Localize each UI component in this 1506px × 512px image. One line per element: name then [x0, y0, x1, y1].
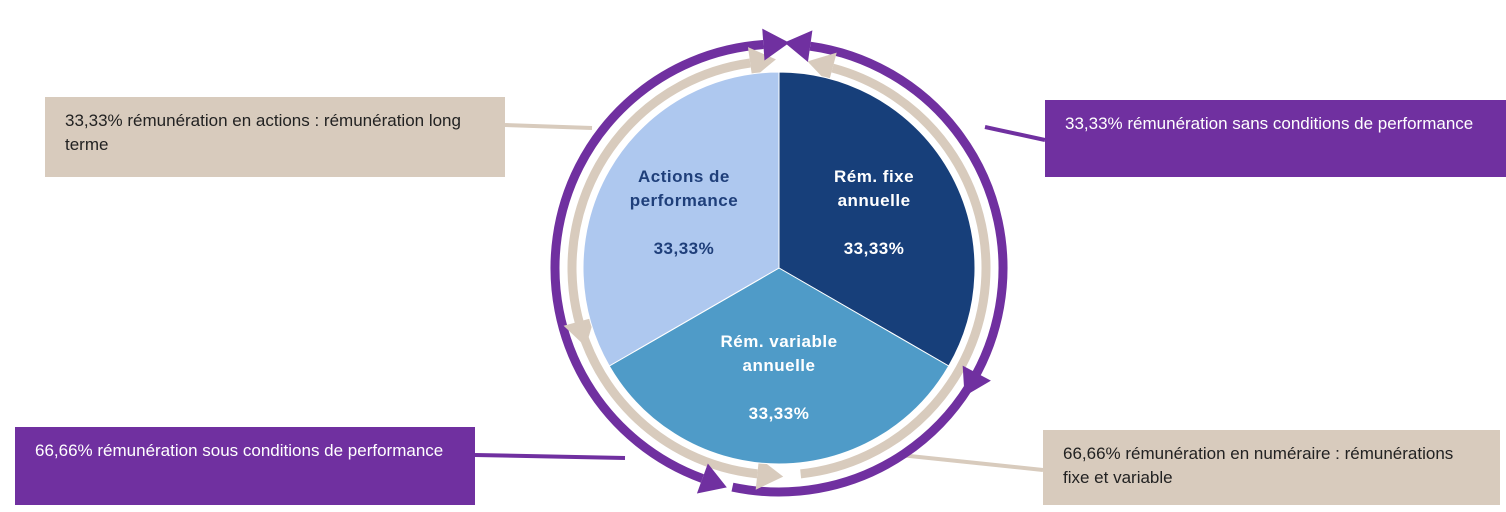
pie-slice	[778, 71, 976, 367]
slice-value: 33,33%	[748, 403, 810, 423]
slice-name: Rém. fixe annuelle	[834, 167, 915, 211]
annotation-box: 33,33% rémunération en actions : rémunér…	[45, 97, 505, 177]
pie	[582, 71, 976, 465]
annotation-box: 66,66% rémunération sous conditions de p…	[15, 427, 475, 505]
ring-arc	[800, 63, 991, 479]
ring-arrow	[747, 47, 776, 79]
annotation-box: 33,33% rémunération sans conditions de p…	[1045, 100, 1506, 177]
slice-value: 33,33%	[653, 239, 715, 259]
slice-label: Actions de performance 33,33%	[614, 165, 754, 261]
ring-arrow	[762, 28, 790, 61]
connector	[474, 453, 626, 460]
ring-arc	[567, 58, 758, 479]
ring-arrow	[563, 317, 595, 347]
ring-arrow	[962, 365, 991, 397]
annotation-box: 66,66% rémunération en numéraire : rémun…	[1043, 430, 1500, 505]
ring-arc	[731, 41, 1008, 497]
slice-label: Rém. variable annuelle 33,33%	[709, 330, 849, 426]
ring-arrow	[696, 463, 727, 494]
ring-arrow	[807, 52, 837, 84]
ring-arc	[550, 40, 764, 483]
connector	[504, 123, 593, 130]
ring-arrow	[755, 457, 784, 490]
connector	[984, 125, 1046, 142]
slice-name: Rém. variable annuelle	[720, 331, 838, 375]
slice-label: Rém. fixe annuelle 33,33%	[804, 165, 944, 261]
connector	[899, 453, 1044, 472]
slice-name: Actions de performance	[629, 167, 739, 211]
ring-arrow	[784, 30, 813, 63]
pie-slice	[582, 71, 780, 367]
rings	[474, 28, 1046, 497]
slice-value: 33,33%	[843, 239, 905, 259]
